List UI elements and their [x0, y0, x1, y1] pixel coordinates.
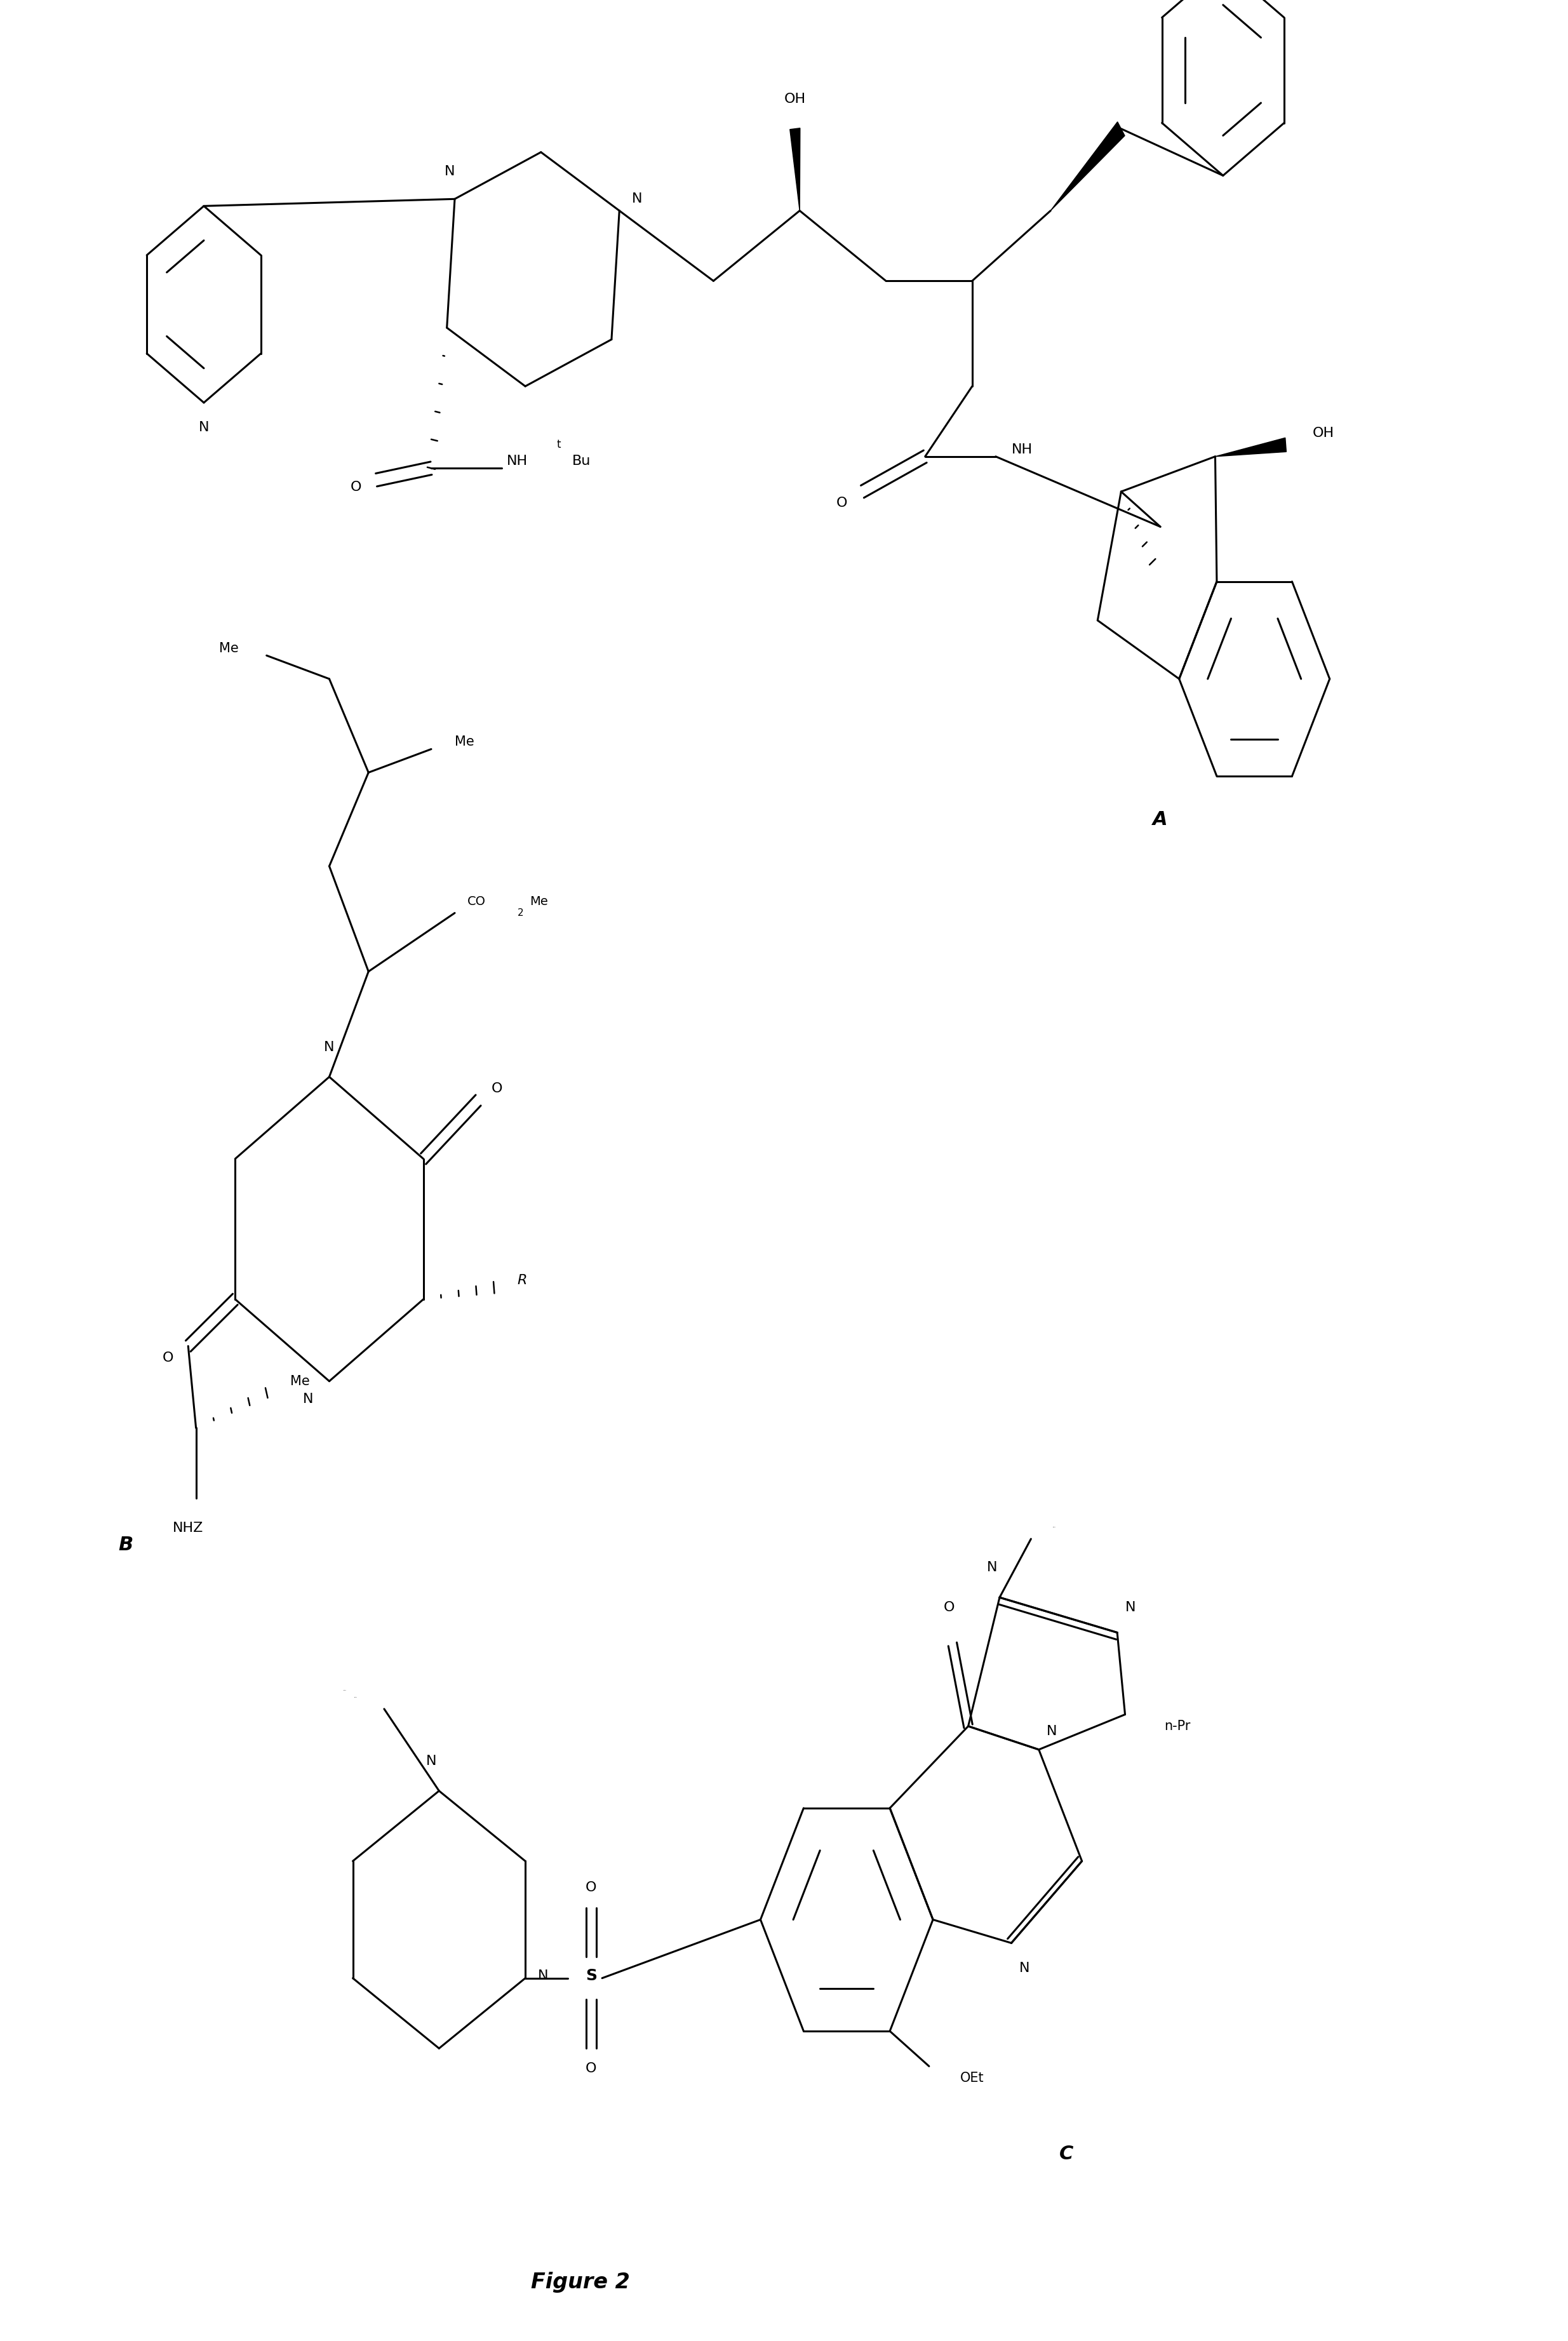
Text: NH: NH: [1011, 442, 1032, 456]
Text: O: O: [350, 480, 362, 494]
Text: O: O: [491, 1082, 503, 1096]
Text: Me: Me: [290, 1374, 309, 1388]
Text: N: N: [325, 1042, 334, 1053]
Text: t: t: [557, 440, 561, 449]
Text: N: N: [632, 192, 643, 206]
Text: N: N: [445, 166, 455, 178]
Text: n-Pr: n-Pr: [1163, 1721, 1190, 1732]
Text: Me: Me: [530, 894, 549, 908]
Text: O: O: [836, 496, 848, 510]
Text: OEt: OEt: [960, 2072, 985, 2083]
Text: N: N: [1126, 1601, 1135, 1613]
Text: Me: Me: [455, 735, 474, 749]
Text: Bu: Bu: [572, 454, 591, 468]
Text: N: N: [986, 1561, 997, 1573]
Text: OH: OH: [1312, 426, 1334, 440]
Text: C: C: [1058, 2144, 1074, 2163]
Text: O: O: [585, 2062, 597, 2074]
Text: OH: OH: [784, 94, 806, 105]
Text: Figure 2: Figure 2: [530, 2273, 630, 2292]
Text: O: O: [585, 1882, 597, 1894]
Text: CO: CO: [467, 894, 486, 908]
Polygon shape: [790, 129, 800, 211]
Text: N: N: [1019, 1962, 1030, 1973]
Text: 2: 2: [517, 908, 524, 918]
Text: O: O: [162, 1351, 174, 1365]
Text: N: N: [426, 1756, 436, 1767]
Text: A: A: [1152, 810, 1168, 829]
Polygon shape: [1215, 438, 1286, 456]
Text: N: N: [199, 421, 209, 433]
Text: B: B: [118, 1536, 133, 1554]
Text: N: N: [538, 1969, 549, 1983]
Text: N: N: [1047, 1725, 1057, 1737]
Text: NHZ: NHZ: [172, 1522, 204, 1533]
Text: O: O: [944, 1601, 955, 1613]
Text: Me: Me: [220, 641, 238, 655]
Text: R: R: [517, 1274, 527, 1288]
Text: NH: NH: [506, 454, 527, 468]
Polygon shape: [1051, 122, 1124, 211]
Text: N: N: [303, 1393, 314, 1405]
Text: S: S: [585, 1969, 597, 1983]
